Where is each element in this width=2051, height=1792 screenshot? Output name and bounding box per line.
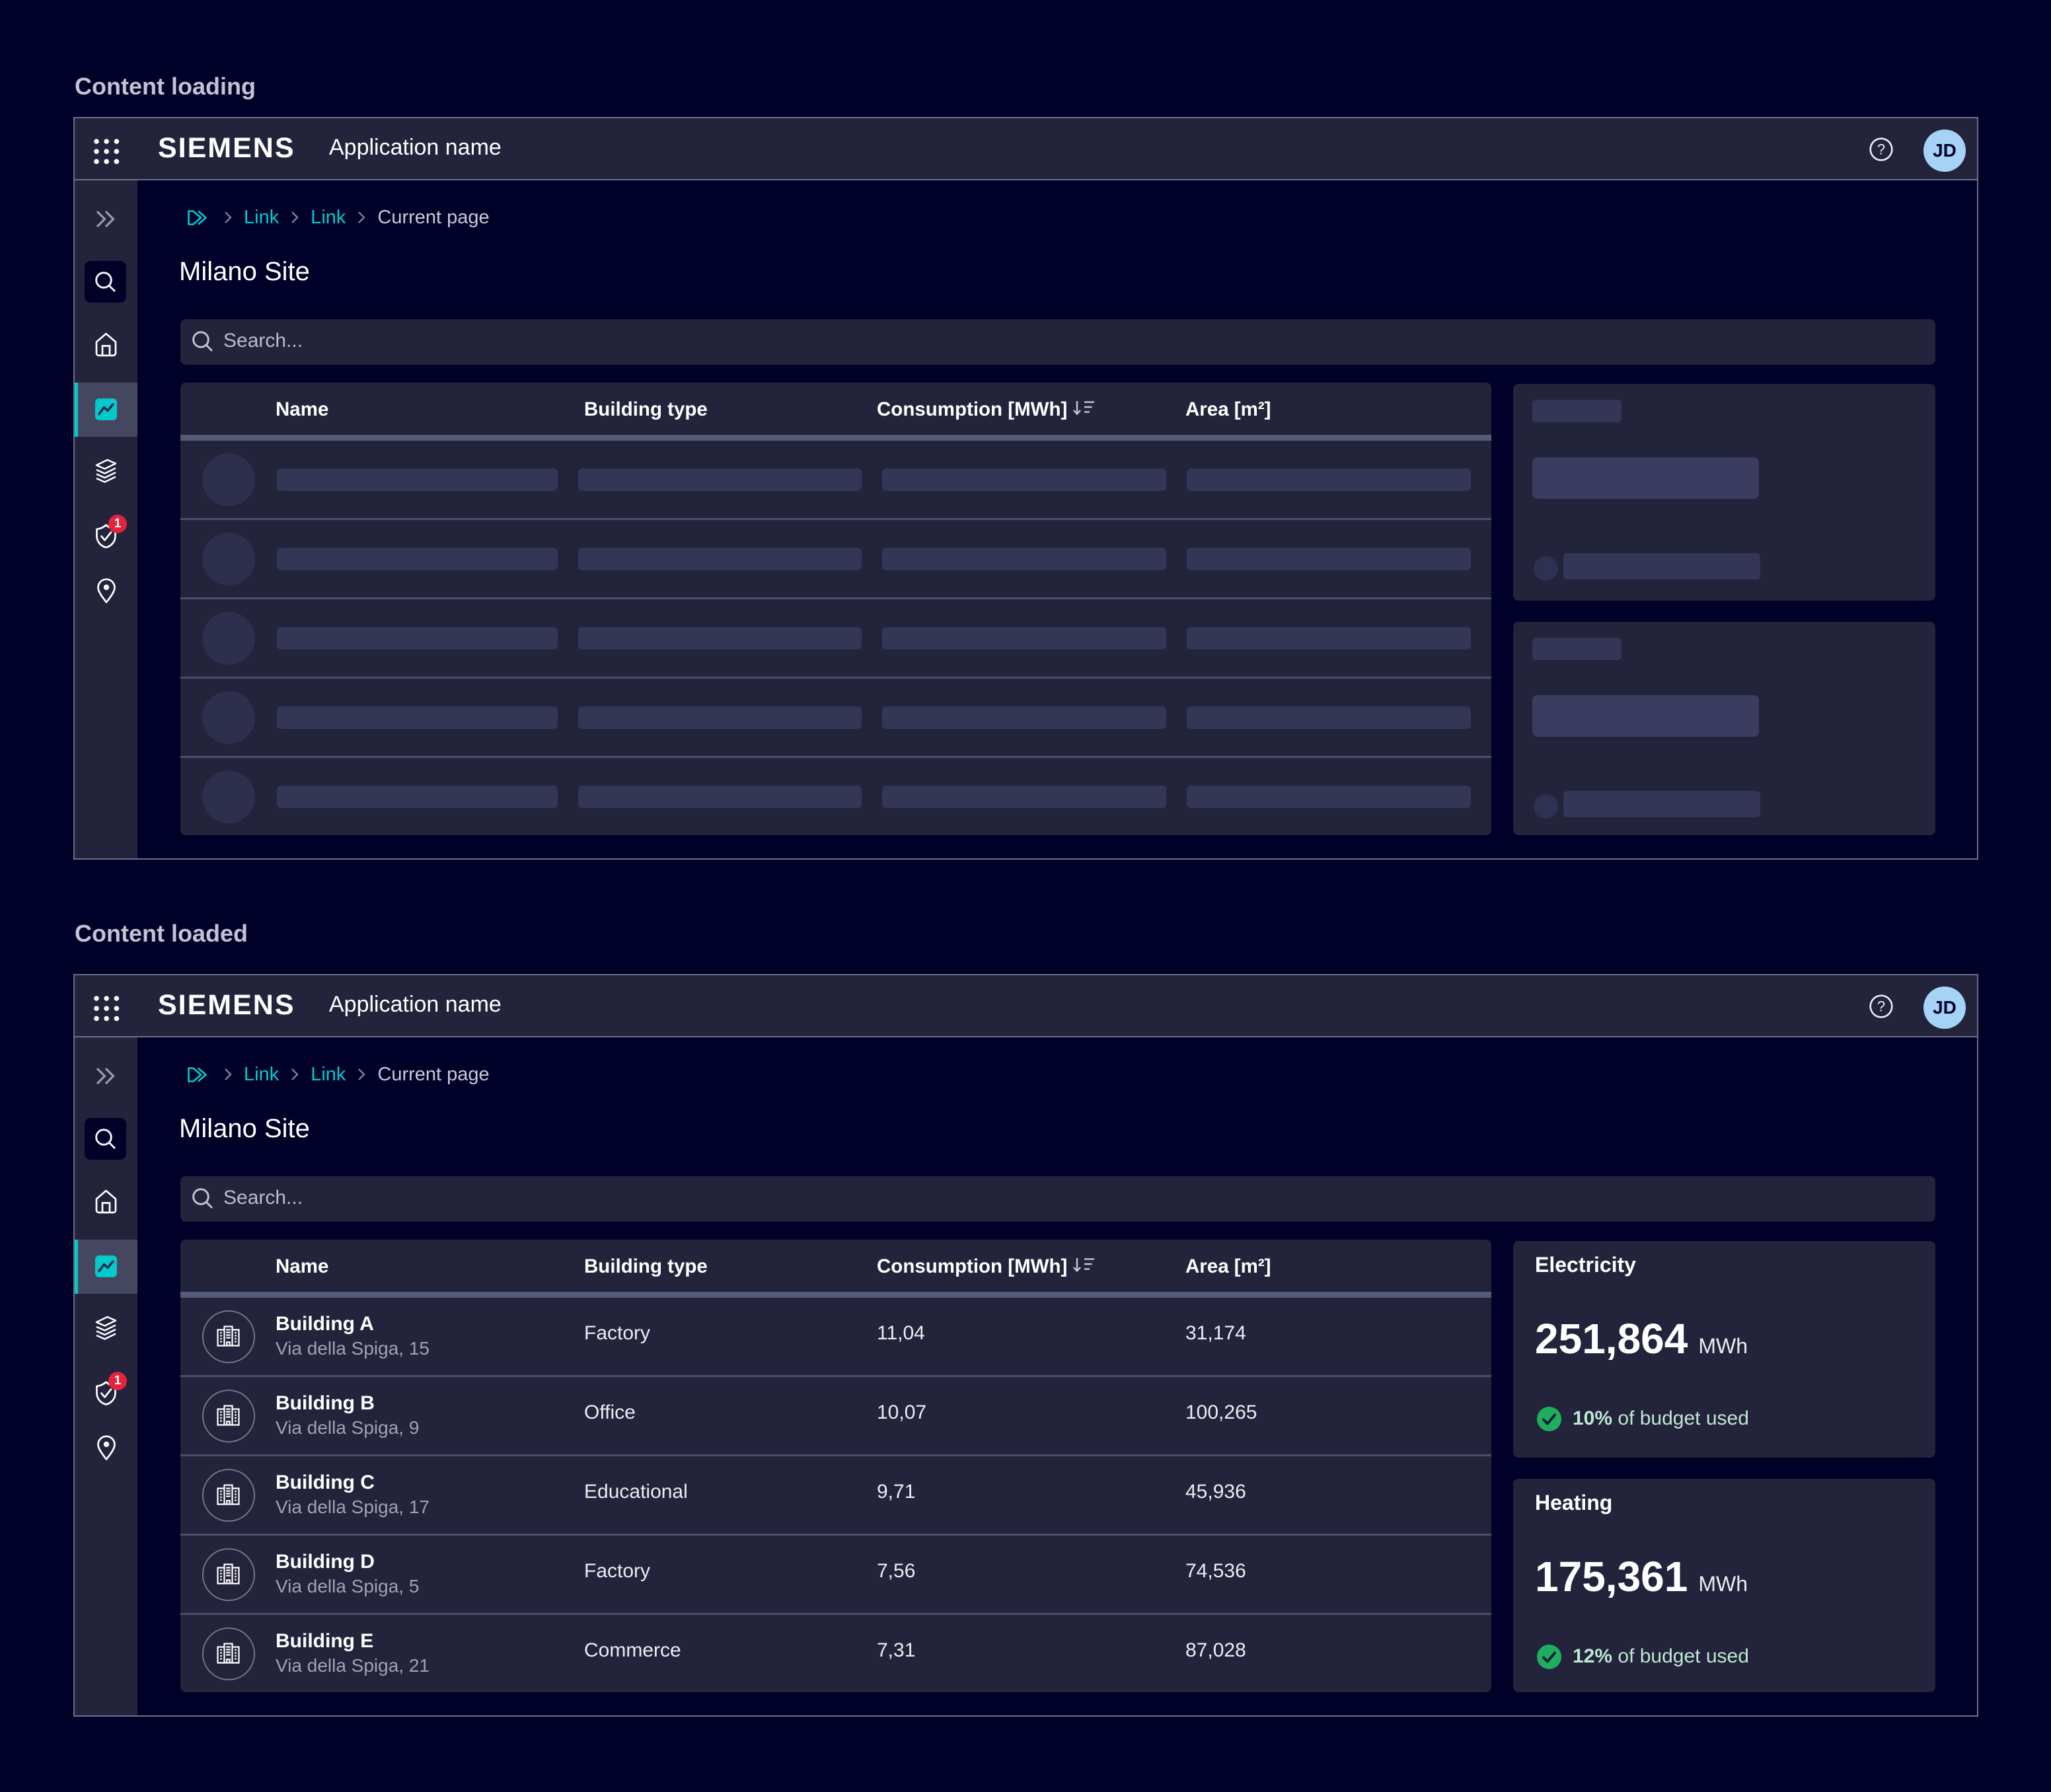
- svg-text:?: ?: [1877, 141, 1885, 158]
- svg-text:?: ?: [1877, 998, 1885, 1015]
